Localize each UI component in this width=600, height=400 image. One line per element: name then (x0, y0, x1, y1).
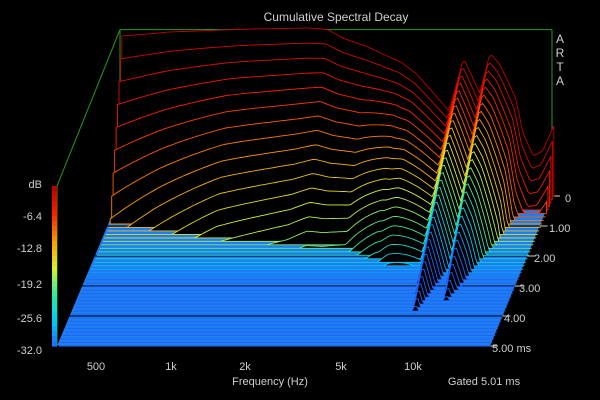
decay-slice-31 (76, 291, 509, 305)
color-scale-step (52, 341, 57, 347)
x-axis-label: Frequency (Hz) (232, 376, 308, 388)
color-scale-step (52, 271, 57, 277)
color-scale-step (52, 201, 57, 207)
frequency-tick-label: 10k (404, 361, 422, 373)
decay-slice-30 (78, 283, 510, 302)
time-tick-label: 2.00 (534, 253, 555, 265)
db-tick-label: -25.6 (17, 313, 42, 325)
decay-slice-34 (72, 313, 504, 316)
db-tick-label: dB (29, 179, 42, 191)
color-scale-step (52, 321, 57, 327)
color-scale-step (52, 246, 57, 252)
color-scale-step (52, 331, 57, 337)
color-scale-step (52, 291, 57, 297)
color-scale-step (52, 256, 57, 262)
decay-slice-28 (80, 268, 513, 295)
decay-slice-33 (73, 305, 506, 312)
color-scale-step (52, 196, 57, 202)
color-scale-bar (52, 186, 57, 347)
brand-letter: A (556, 74, 564, 88)
color-scale-step (52, 336, 57, 342)
color-scale-step (52, 266, 57, 272)
color-scale-step (52, 226, 57, 232)
gate-label: Gated 5.01 ms (448, 376, 521, 388)
frequency-tick-label: 2k (239, 361, 251, 373)
color-scale-step (52, 316, 57, 322)
frequency-tick-label: 1k (165, 361, 177, 373)
color-scale-step (52, 221, 57, 227)
time-axis-ticks: 0 1.00 2.00 3.00 4.00 5.00 ms (492, 193, 571, 355)
time-tick-label: 1.00 (549, 223, 570, 235)
frequency-tick-label: 5k (335, 361, 347, 373)
db-tick-label: -12.8 (17, 243, 42, 255)
brand-letter: R (556, 46, 565, 60)
color-scale-step (52, 276, 57, 282)
time-tick-label: 3.00 (519, 283, 540, 295)
time-tick-label: 5.00 ms (492, 343, 532, 355)
db-tick-label: -6.4 (23, 211, 42, 223)
decay-slice-32 (75, 298, 507, 309)
chart-title: Cumulative Spectral Decay (264, 10, 409, 24)
frame-line (56, 29, 121, 187)
frequency-tick-label: 500 (87, 361, 105, 373)
color-scale-step (52, 206, 57, 212)
color-scale-step (52, 251, 57, 257)
db-axis-ticks: dB -6.4 -12.8 -19.2 -25.6 -32.0 (17, 179, 42, 357)
color-scale-step (52, 301, 57, 307)
brand-letter: A (556, 32, 564, 46)
color-scale-step (52, 311, 57, 317)
decay-slice-26 (83, 253, 516, 288)
color-scale-step (52, 216, 57, 222)
color-scale-step (52, 286, 57, 292)
color-scale-step (52, 281, 57, 287)
db-tick-label: -19.2 (17, 279, 42, 291)
color-scale-step (52, 191, 57, 197)
decay-slice-27 (82, 261, 515, 291)
decay-slice-29 (79, 276, 512, 298)
decay-slices (58, 27, 555, 347)
color-scale-step (52, 231, 57, 237)
color-scale-step (52, 186, 57, 192)
db-tick-label: -32.0 (17, 345, 42, 357)
color-scale-step (52, 326, 57, 332)
color-scale-step (52, 306, 57, 312)
brand-letters: A R T A (556, 32, 565, 88)
color-scale-step (52, 296, 57, 302)
time-tick-label: 4.00 (504, 313, 525, 325)
time-tick-label: 0 (565, 193, 571, 205)
color-scale-step (52, 261, 57, 267)
color-scale-step (52, 211, 57, 217)
brand-letter: T (556, 60, 564, 74)
color-scale-step (52, 236, 57, 242)
frequency-axis-ticks: 500 1k 2k 5k 10k (87, 361, 423, 373)
color-scale-step (52, 241, 57, 247)
